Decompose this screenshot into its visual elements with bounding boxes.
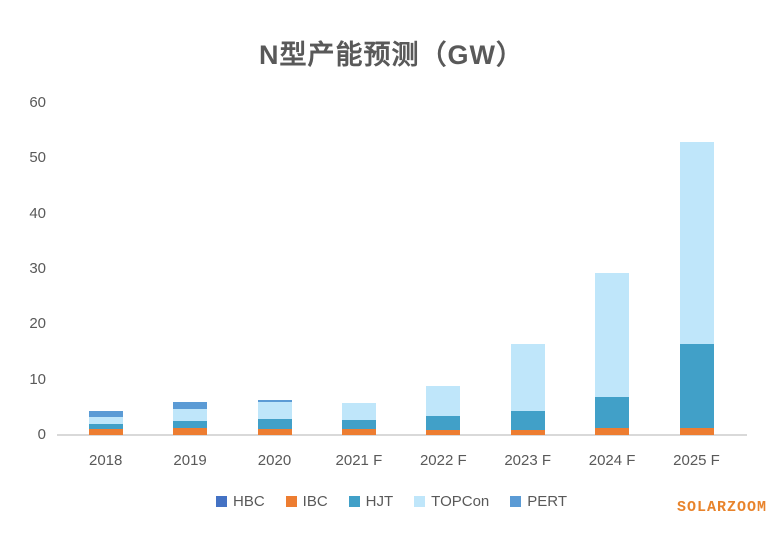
legend-label: HJT [365,493,394,510]
legend-item-topcon: TOPCon [414,493,489,510]
x-tick-label: 2021 F [335,452,383,469]
x-tick-label: 2025 F [673,452,720,469]
stacked-bar-2024-f [595,273,630,435]
stacked-bar-2020 [257,400,292,435]
bar-segment-topcon [257,402,292,419]
x-axis-line [57,434,747,436]
legend-swatch-topcon [414,496,426,507]
bar-segment-hjt [341,420,376,429]
x-tick-label: 2020 [257,452,292,469]
y-tick-label: 0 [37,426,46,443]
bar-segment-ibc [426,430,461,435]
stacked-bar-2018 [88,410,123,435]
stacked-bar-2019 [173,401,208,435]
bar-segment-topcon [595,273,630,397]
y-tick-label: 10 [29,370,46,388]
bar-segment-pert [257,400,292,403]
stacked-bar-2023-f [510,343,545,435]
bar-segment-pert [173,401,208,410]
x-tick-label: 2024 F [588,452,636,469]
y-tick-label: 30 [29,260,46,277]
x-tick-label: 2018 [89,452,123,469]
bar-segment-topcon [426,385,461,417]
legend-swatch-hjt [348,496,360,507]
bar-segment-ibc [173,428,208,435]
legend-item-pert: PERT [510,493,567,510]
bar-segment-ibc [341,428,376,435]
legend-item-ibc: IBC [285,493,328,510]
y-tick-label: 60 [29,94,46,111]
chart-title: N型产能预测（GW） [259,40,524,70]
legend-swatch-pert [510,496,522,507]
bar-segment-ibc [510,430,545,435]
bar-segment-topcon [173,409,208,421]
legend-label: IBC [302,493,328,510]
stacked-bar-2025-f [679,142,714,435]
legend-swatch-hbc [215,496,227,507]
bar-segment-hjt [679,343,714,429]
x-tick-label: 2023 F [504,452,552,469]
stacked-bar-2021-f [341,402,376,435]
bar-segment-hjt [88,423,123,429]
bar-segment-pert [88,410,123,418]
bar-segment-ibc [679,428,714,435]
stacked-bar-2022-f [426,385,461,435]
legend-item-hbc: HBC [215,493,265,510]
bar-segment-hjt [510,411,545,430]
bar-segment-topcon [341,402,376,421]
bar-segment-topcon [88,417,123,424]
bar-segment-hjt [426,416,461,430]
bar-segment-hjt [595,396,630,429]
legend-item-hjt: HJT [348,493,394,510]
legend-swatch-ibc [285,496,297,507]
legend-label: TOPCon [431,493,490,510]
watermark-logo: SOLARZOOM [676,499,767,516]
y-tick-label: 50 [29,149,46,167]
bar-segment-hjt [173,420,208,429]
bar-segment-hjt [257,418,292,429]
legend-label: HBC [232,493,265,510]
bar-segment-topcon [679,142,714,344]
y-tick-label: 40 [29,204,46,222]
legend: HBC IBC HJT TOPCon PERT [0,493,783,510]
bar-segment-topcon [510,343,545,412]
x-tick-label: 2022 F [419,452,467,469]
bar-segment-ibc [257,428,292,435]
bar-segment-ibc [88,428,123,435]
y-tick-label: 20 [29,315,46,333]
bar-segment-ibc [595,428,630,435]
x-tick-label: 2019 [173,452,207,469]
legend-label: PERT [527,493,567,510]
